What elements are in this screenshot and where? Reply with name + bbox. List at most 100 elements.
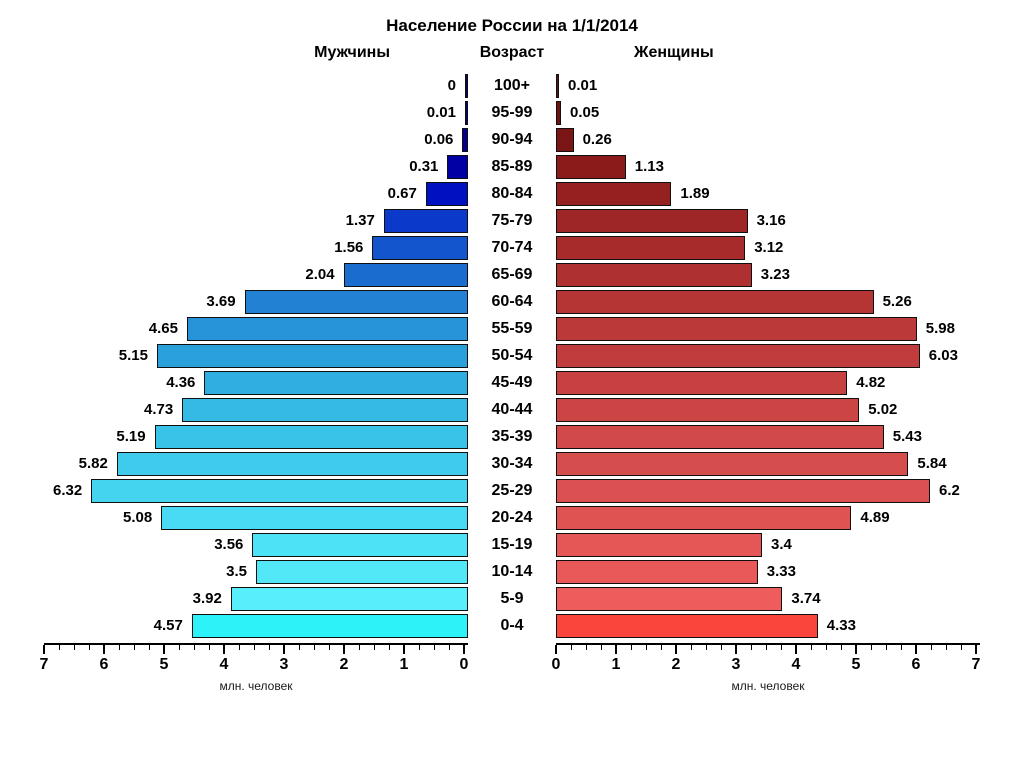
male-value-label: 6.32 bbox=[53, 482, 83, 499]
axis-tick bbox=[223, 645, 225, 654]
left-axis-line bbox=[44, 643, 468, 645]
age-group-label: 35-39 bbox=[491, 427, 533, 445]
female-side: 3.4 bbox=[556, 532, 980, 557]
female-bar bbox=[556, 100, 561, 125]
female-bar bbox=[556, 235, 746, 260]
female-bar bbox=[556, 370, 848, 395]
axis-tick bbox=[134, 645, 135, 650]
male-side: 2.04 bbox=[44, 262, 468, 287]
male-value-label: 4.57 bbox=[153, 617, 183, 634]
male-bar bbox=[154, 424, 468, 449]
axis-tick bbox=[811, 645, 812, 650]
male-bar bbox=[244, 289, 468, 314]
male-side: 0.31 bbox=[44, 154, 468, 179]
age-group-label: 90-94 bbox=[491, 130, 533, 148]
male-side: 4.73 bbox=[44, 397, 468, 422]
axis-tick-label: 3 bbox=[279, 656, 289, 673]
female-side: 5.02 bbox=[556, 397, 980, 422]
male-bar bbox=[182, 397, 468, 422]
age-group-label: 55-59 bbox=[491, 319, 533, 337]
male-side: 3.69 bbox=[44, 289, 468, 314]
axis-gap bbox=[468, 643, 556, 695]
age-group-label: 50-54 bbox=[491, 346, 533, 364]
male-bar bbox=[372, 235, 468, 260]
female-side: 5.43 bbox=[556, 424, 980, 449]
axis-tick bbox=[449, 645, 450, 650]
female-bar bbox=[556, 559, 758, 584]
male-side: 1.56 bbox=[44, 235, 468, 260]
male-side: 4.65 bbox=[44, 316, 468, 341]
male-value-label: 3.69 bbox=[206, 293, 236, 310]
female-side: 4.33 bbox=[556, 613, 980, 638]
right-axis-caption: млн. человек bbox=[731, 679, 805, 693]
male-bar bbox=[425, 181, 468, 206]
pyramid-row: 2.04 65-69 3.23 bbox=[44, 261, 980, 288]
axis-tick-label: 6 bbox=[99, 656, 109, 673]
pyramid-row: 1.56 70-74 3.12 bbox=[44, 234, 980, 261]
x-axes: млн. человек 7 6 5 4 3 2 1 0 млн. человек 0 1 2 3 4… bbox=[40, 643, 980, 695]
male-value-label: 4.36 bbox=[166, 374, 196, 391]
age-header: Возраст bbox=[479, 44, 545, 61]
axis-tick bbox=[343, 645, 345, 654]
axis-tick bbox=[751, 645, 752, 650]
axis-tick-label: 5 bbox=[851, 656, 861, 673]
axis-tick bbox=[691, 645, 692, 650]
axis-tick bbox=[89, 645, 90, 650]
pyramid-row: 0.31 85-89 1.13 bbox=[44, 153, 980, 180]
axis-tick bbox=[254, 645, 255, 650]
male-side: 0 bbox=[44, 73, 468, 98]
pyramid-row: 0 100+ 0.01 bbox=[44, 72, 980, 99]
male-bar bbox=[204, 370, 468, 395]
female-side: 0.05 bbox=[556, 100, 980, 125]
axis-tick-label: 4 bbox=[219, 656, 229, 673]
male-side: 1.37 bbox=[44, 208, 468, 233]
pyramid-row: 4.57 0-4 4.33 bbox=[44, 612, 980, 639]
axis-tick-label: 1 bbox=[399, 656, 409, 673]
male-bar bbox=[343, 262, 468, 287]
female-bar bbox=[556, 532, 762, 557]
male-value-label: 3.5 bbox=[226, 563, 247, 580]
female-bar bbox=[556, 613, 818, 638]
axis-tick bbox=[299, 645, 300, 650]
male-value-label: 5.82 bbox=[78, 455, 108, 472]
male-side: 4.57 bbox=[44, 613, 468, 638]
age-group-label: 20-24 bbox=[491, 508, 533, 526]
male-value-label: 1.56 bbox=[334, 239, 364, 256]
male-value-label: 2.04 bbox=[305, 266, 335, 283]
pyramid-row: 3.69 60-64 5.26 bbox=[44, 288, 980, 315]
male-bar bbox=[256, 559, 468, 584]
pyramid-row: 5.08 20-24 4.89 bbox=[44, 504, 980, 531]
axis-tick-label: 0 bbox=[459, 656, 469, 673]
male-side: 6.32 bbox=[44, 478, 468, 503]
axis-tick bbox=[194, 645, 195, 650]
column-headers: Мужчины Возраст Женщины bbox=[44, 44, 980, 62]
age-group-label: 100+ bbox=[493, 76, 531, 94]
population-pyramid-chart: Население России на 1/1/2014 Мужчины Воз… bbox=[40, 0, 981, 695]
axis-tick bbox=[269, 645, 270, 650]
axis-tick bbox=[43, 645, 45, 654]
male-bar bbox=[191, 613, 468, 638]
male-side: 5.08 bbox=[44, 505, 468, 530]
axis-tick bbox=[571, 645, 572, 650]
female-side: 4.82 bbox=[556, 370, 980, 395]
pyramid-row: 3.5 10-14 3.33 bbox=[44, 558, 980, 585]
female-bar bbox=[556, 73, 559, 98]
axis-tick bbox=[239, 645, 240, 650]
axis-tick bbox=[915, 645, 917, 654]
pyramid-row: 5.15 50-54 6.03 bbox=[44, 342, 980, 369]
female-bar bbox=[556, 127, 574, 152]
axis-tick bbox=[119, 645, 120, 650]
age-group-label: 80-84 bbox=[491, 184, 533, 202]
axis-tick-label: 2 bbox=[671, 656, 681, 673]
age-group-label: 70-74 bbox=[491, 238, 533, 256]
axis-tick bbox=[209, 645, 210, 650]
female-bar bbox=[556, 262, 752, 287]
males-header: Мужчины bbox=[314, 44, 390, 61]
axis-tick bbox=[721, 645, 722, 650]
female-value-label: 6.03 bbox=[928, 347, 958, 364]
axis-tick bbox=[961, 645, 962, 650]
female-value-label: 0.26 bbox=[582, 131, 612, 148]
female-side: 6.03 bbox=[556, 343, 980, 368]
female-bar bbox=[556, 154, 626, 179]
female-bar bbox=[556, 451, 909, 476]
